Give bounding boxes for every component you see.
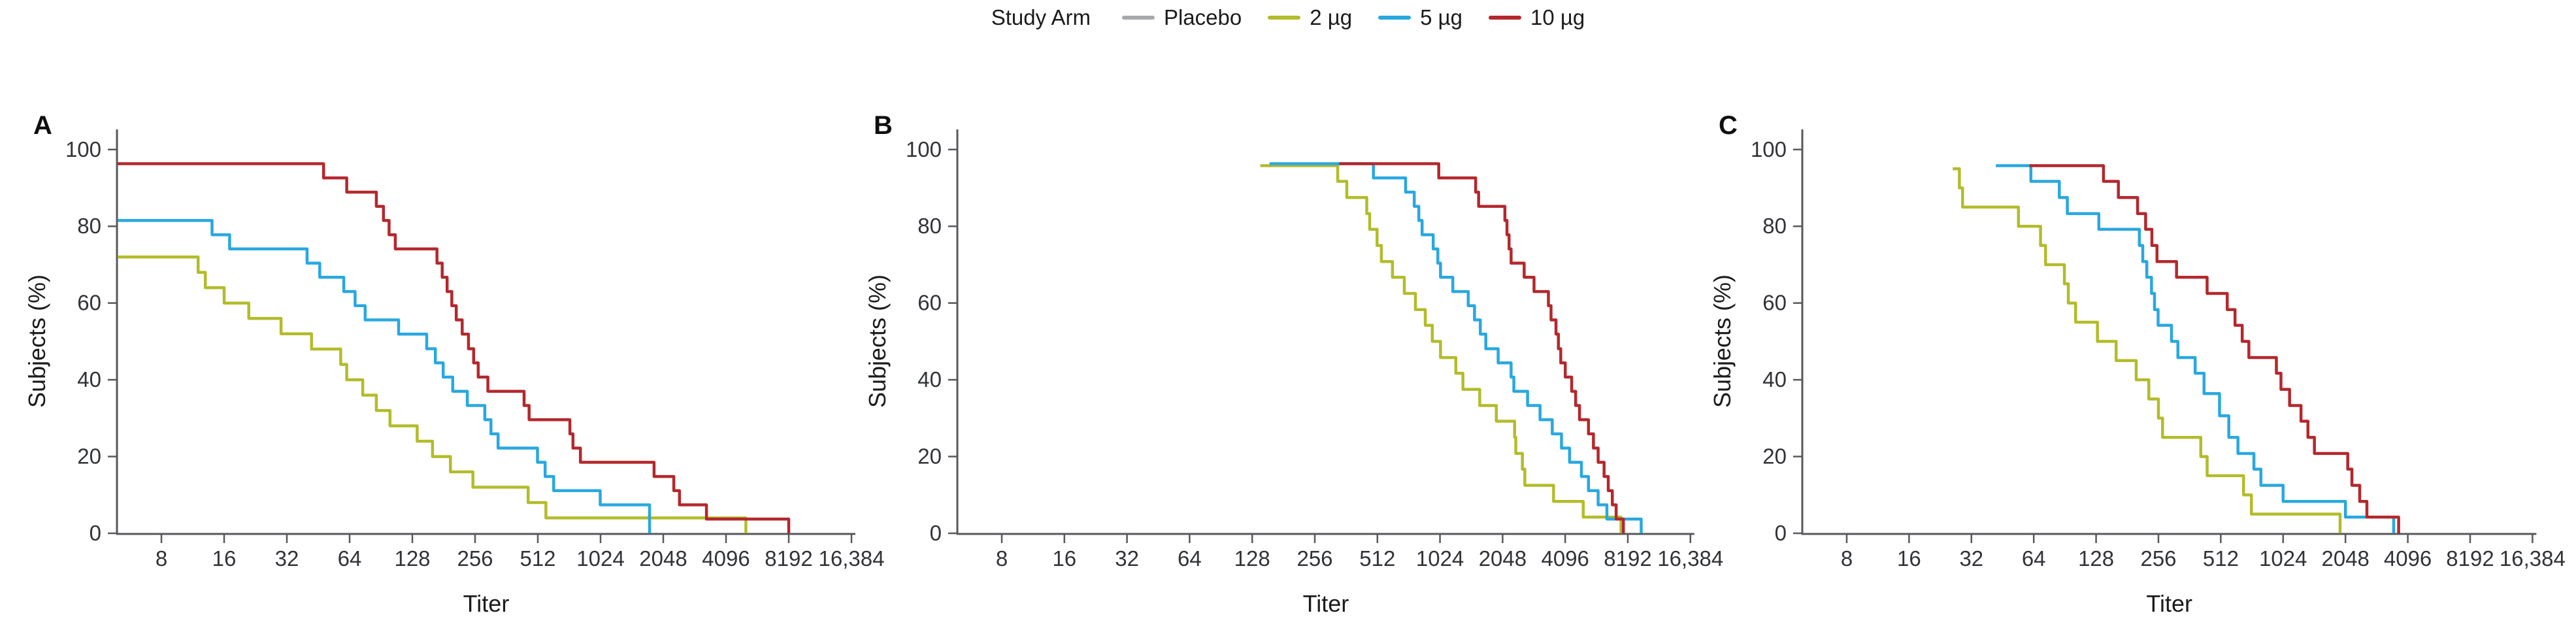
x-tick-label: 64 [1178, 546, 1202, 571]
y-tick-label: 40 [1762, 367, 1787, 391]
y-axis-title: Subjects (%) [24, 274, 50, 408]
x-tick-label: 8192 [1604, 546, 1651, 571]
legend-label-10-g: 10 µg [1530, 5, 1585, 29]
curve-10-g-panel-A [118, 162, 791, 533]
y-tick-label: 60 [1762, 291, 1787, 315]
x-tick-label: 128 [2078, 546, 2114, 571]
x-tick-label: 256 [1296, 546, 1332, 571]
x-tick-label: 64 [338, 546, 362, 571]
x-tick-label: 8 [156, 546, 167, 571]
x-tick-label: 32 [275, 546, 299, 571]
x-tick-label: 64 [2022, 546, 2046, 571]
legend-label-2-g: 2 µg [1310, 5, 1353, 29]
x-tick-label: 8192 [2446, 546, 2494, 571]
panel-label-A: A [33, 111, 52, 140]
curve-10-g-panel-C [2029, 164, 2400, 533]
x-tick-label: 8 [996, 546, 1008, 571]
y-tick-label: 60 [917, 291, 942, 315]
legend-label-5-g: 5 µg [1420, 5, 1463, 29]
y-axis-title: Subjects (%) [1709, 274, 1736, 408]
y-tick-label: 60 [77, 291, 101, 315]
legend-line-swatch-placebo [1121, 16, 1155, 20]
legend-line-swatch-2-g [1268, 16, 1301, 20]
panel-A: A 100 80 60 40 20 0 8 16 32 64 128 256 512 1024 2048 409… [24, 111, 884, 617]
x-tick-label: 4096 [702, 546, 750, 571]
y-tick-label: 80 [77, 214, 101, 238]
legend-line-swatch-5-g [1378, 16, 1412, 20]
x-tick-label: 128 [394, 546, 430, 571]
curve-2-g-panel-A [118, 255, 748, 533]
x-tick-label: 256 [2140, 546, 2176, 571]
curve-2-g-panel-B [1260, 164, 1623, 533]
legend-item-placebo: Placebo [1121, 5, 1242, 30]
x-tick-label: 32 [1115, 546, 1139, 571]
y-tick-label: 0 [1775, 521, 1787, 545]
x-tick-label: 1024 [1416, 546, 1464, 571]
legend-item-2-g: 2 µg [1268, 5, 1352, 30]
y-axis-title: Subjects (%) [864, 274, 891, 408]
x-tick-label: 2048 [2321, 546, 2369, 571]
y-tick-label: 40 [77, 367, 101, 391]
x-tick-label: 16 [1052, 546, 1076, 571]
x-tick-label: 4096 [2384, 546, 2432, 571]
x-tick-label: 2048 [639, 546, 687, 571]
x-tick-label: 16,384 [1657, 546, 1723, 571]
panel-C: C 100 80 60 40 20 0 8 16 32 64 128 256 512 1024 2048 409… [1709, 111, 2566, 617]
x-axis-title: Titer [463, 590, 510, 617]
legend-line-swatch-10-g [1489, 16, 1522, 20]
y-tick-label: 100 [65, 137, 101, 161]
y-tick-label: 20 [77, 444, 101, 469]
x-tick-label: 16 [212, 546, 237, 571]
curve-5-g-panel-B [1269, 162, 1643, 533]
x-tick-label: 1024 [576, 546, 624, 571]
x-tick-label: 8192 [765, 546, 812, 571]
x-tick-label: 2048 [1479, 546, 1527, 571]
curve-5-g-panel-C [1996, 164, 2396, 533]
y-tick-label: 40 [917, 367, 942, 391]
x-tick-label: 16 [1897, 546, 1921, 571]
x-tick-label: 1024 [2259, 546, 2307, 571]
curve-10-g-panel-B [1339, 162, 1625, 533]
curve-2-g-panel-C [1953, 167, 2342, 533]
x-tick-label: 16,384 [819, 546, 885, 571]
x-tick-label: 32 [1959, 546, 1983, 571]
y-tick-label: 20 [917, 444, 942, 469]
curve-5-g-panel-A [118, 219, 652, 533]
legend-item-5-g: 5 µg [1378, 5, 1462, 30]
panel-label-C: C [1719, 111, 1738, 140]
x-tick-label: 512 [2203, 546, 2239, 571]
panel-B: B 100 80 60 40 20 0 8 16 32 64 128 256 512 1024 2048 409… [864, 111, 1723, 617]
x-axis-title: Titer [1303, 590, 1349, 617]
x-tick-label: 16,384 [2500, 546, 2566, 571]
x-tick-label: 512 [520, 546, 555, 571]
y-tick-label: 0 [90, 521, 101, 545]
panel-label-B: B [874, 111, 893, 140]
x-tick-label: 256 [457, 546, 493, 571]
y-tick-label: 80 [917, 214, 942, 238]
x-tick-label: 8 [1841, 546, 1853, 571]
x-tick-label: 128 [1234, 546, 1270, 571]
x-tick-label: 512 [1359, 546, 1395, 571]
x-axis-title: Titer [2146, 590, 2192, 617]
y-tick-label: 20 [1762, 444, 1787, 469]
y-tick-label: 100 [1751, 137, 1787, 161]
legend-item-10-g: 10 µg [1489, 5, 1585, 30]
y-tick-label: 80 [1762, 214, 1787, 238]
legend-label-placebo: Placebo [1163, 5, 1242, 29]
x-tick-label: 4096 [1541, 546, 1589, 571]
legend: Study Arm Placebo 2 µg 5 µg 10 µg [0, 5, 2576, 30]
y-tick-label: 0 [930, 521, 942, 545]
legend-title: Study Arm [991, 5, 1091, 29]
y-tick-label: 100 [906, 137, 942, 161]
